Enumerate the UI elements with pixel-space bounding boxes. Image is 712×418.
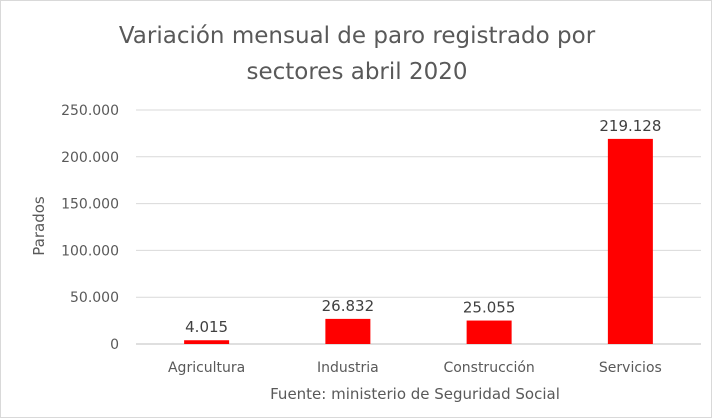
x-category-label: Servicios <box>599 360 662 376</box>
data-label: 219.128 <box>599 117 661 135</box>
data-labels: 4.015 26.832 25.055 219.128 <box>185 117 661 336</box>
bar-construcción <box>466 320 512 344</box>
data-label: 25.055 <box>463 299 516 317</box>
y-tick-label: 0 <box>110 337 119 353</box>
x-axis-categories: Agricultura Industria Construcción Servicio… <box>168 360 662 376</box>
y-tick-label: 250.000 <box>61 103 119 119</box>
y-tick-label: 100.000 <box>61 243 119 259</box>
y-tick-label: 150.000 <box>61 197 119 213</box>
bar-industria <box>325 318 371 344</box>
data-label: 4.015 <box>185 318 228 336</box>
gridlines <box>136 109 701 298</box>
bar-servicios <box>607 138 653 344</box>
x-axis-title: Fuente: ministerio de Seguridad Social <box>270 385 560 403</box>
chart-title-line-2: sectores abril 2020 <box>246 59 467 85</box>
y-axis-ticks: 0 50.000 100.000 150.000 200.000 250.000 <box>61 103 119 353</box>
chart-title-line-1: Variación mensual de paro registrado por <box>119 23 596 49</box>
x-category-label: Industria <box>317 360 379 376</box>
y-axis-title: Parados <box>30 196 48 256</box>
y-tick-label: 50.000 <box>70 290 119 306</box>
bars <box>184 138 653 344</box>
y-tick-label: 200.000 <box>61 150 119 166</box>
data-label: 26.832 <box>322 297 375 315</box>
x-category-label: Construcción <box>443 360 534 376</box>
x-category-label: Agricultura <box>168 360 245 376</box>
bar-agricultura <box>184 340 230 344</box>
